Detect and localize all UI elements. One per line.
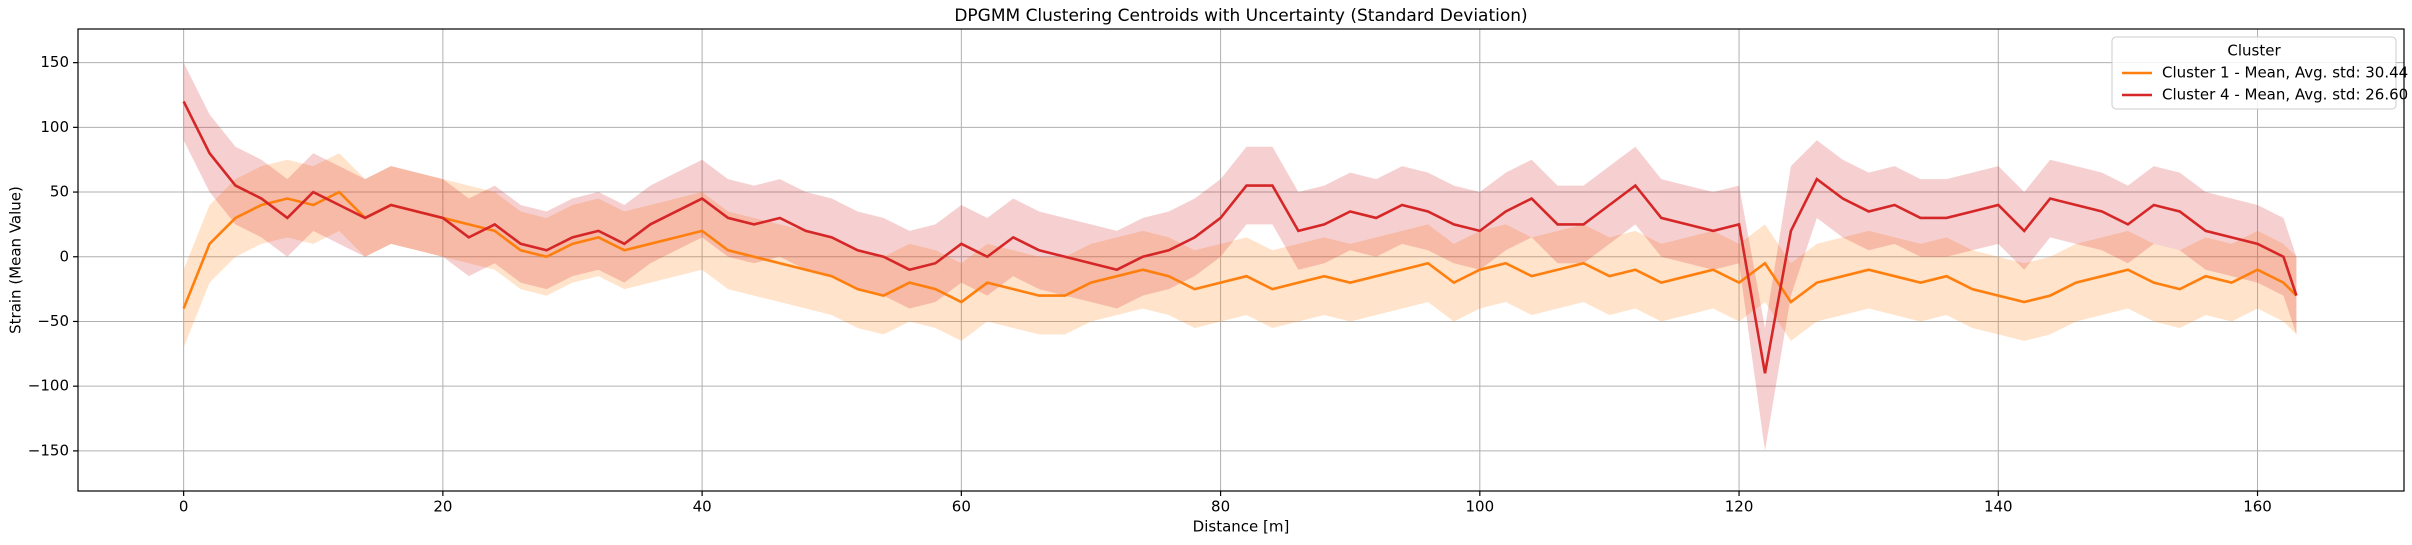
x-tick-label: 80: [1211, 498, 1230, 516]
x-tick-label: 100: [1466, 498, 1495, 516]
mean-line: [182, 100, 2298, 374]
legend-label: Cluster 1 - Mean, Avg. std: 30.44: [2162, 64, 2408, 82]
y-tick-label: 0: [59, 247, 69, 265]
x-axis-label: Distance [m]: [1193, 518, 1290, 536]
chart-title: DPGMM Clustering Centroids with Uncertai…: [954, 6, 1527, 26]
plot-frame: [77, 28, 2405, 492]
y-tick-label: −150: [28, 441, 69, 459]
y-tick-label: 100: [40, 118, 69, 136]
legend-box: [2111, 36, 2397, 110]
x-tick-label: 140: [1984, 498, 2013, 516]
y-tick-label: −50: [37, 312, 69, 330]
x-tick-label: 120: [1725, 498, 1754, 516]
legend-label: Cluster 4 - Mean, Avg. std: 26.60: [2162, 86, 2408, 104]
x-tick-label: 40: [693, 498, 712, 516]
y-axis-label: Strain (Mean Value): [7, 186, 25, 334]
x-tick-label: 20: [433, 498, 452, 516]
x-tick-label: 60: [952, 498, 971, 516]
mean-line: [182, 190, 2298, 310]
x-tick-label: 0: [179, 498, 189, 516]
y-tick-label: 50: [50, 183, 69, 201]
std-band: [183, 153, 2297, 348]
legend: Cluster Cluster 1 - Mean, Avg. std: 30.44…: [2111, 36, 2408, 110]
y-tick-label: 150: [40, 53, 69, 71]
y-tick-label: −100: [28, 377, 69, 395]
legend-title: Cluster: [2227, 42, 2281, 60]
x-tick-label: 160: [2243, 498, 2272, 516]
